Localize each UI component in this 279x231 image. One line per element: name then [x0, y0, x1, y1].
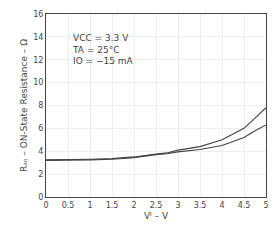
svg-text:3: 3 [175, 201, 180, 210]
svg-text:4: 4 [219, 201, 224, 210]
svg-text:0: 0 [43, 201, 48, 210]
svg-text:4.5: 4.5 [238, 201, 251, 210]
svg-text:4: 4 [38, 147, 43, 156]
svg-text:0.5: 0.5 [62, 201, 75, 210]
svg-text:10: 10 [33, 78, 43, 87]
svg-text:8: 8 [38, 101, 43, 110]
svg-text:3.5: 3.5 [194, 201, 207, 210]
svg-text:1.5: 1.5 [106, 201, 119, 210]
svg-text:12: 12 [33, 56, 43, 65]
svg-text:2.5: 2.5 [150, 201, 163, 210]
svg-text:Vᴵ – V: Vᴵ – V [144, 211, 169, 221]
svg-text:1: 1 [87, 201, 92, 210]
svg-text:16: 16 [33, 10, 43, 19]
svg-text:2: 2 [131, 201, 136, 210]
svg-text:5: 5 [263, 201, 268, 210]
svg-text:14: 14 [33, 33, 43, 42]
svg-text:0: 0 [38, 193, 43, 202]
svg-text:6: 6 [38, 124, 43, 133]
svg-text:Rₒₙ – ON-State Resistance – Ω: Rₒₙ – ON-State Resistance – Ω [19, 39, 29, 172]
svg-text:2: 2 [38, 170, 43, 179]
svg-text:VCC = 3.3 VTA = 25°CIO = −15 m: VCC = 3.3 VTA = 25°CIO = −15 mA [72, 33, 134, 66]
